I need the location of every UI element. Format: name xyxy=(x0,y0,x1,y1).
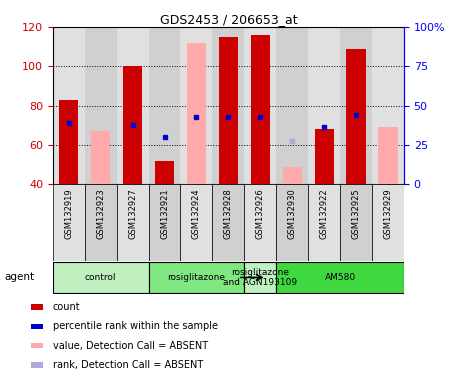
Bar xyxy=(251,35,270,184)
Bar xyxy=(117,184,149,261)
Bar xyxy=(244,184,276,261)
Bar xyxy=(123,66,142,184)
Bar xyxy=(276,27,308,184)
Bar xyxy=(91,131,110,184)
Bar xyxy=(372,27,404,184)
Bar xyxy=(276,262,404,293)
Bar xyxy=(31,324,43,329)
Bar xyxy=(53,27,85,184)
Bar xyxy=(213,184,244,261)
Text: rank, Detection Call = ABSENT: rank, Detection Call = ABSENT xyxy=(52,360,203,370)
Text: value, Detection Call = ABSENT: value, Detection Call = ABSENT xyxy=(52,341,207,351)
Bar xyxy=(53,184,85,261)
Bar xyxy=(180,27,213,184)
Bar xyxy=(213,27,244,184)
Bar xyxy=(85,184,117,261)
Text: GSM132921: GSM132921 xyxy=(160,188,169,239)
Text: percentile rank within the sample: percentile rank within the sample xyxy=(52,321,218,331)
Text: GSM132930: GSM132930 xyxy=(288,188,297,239)
Bar xyxy=(378,127,397,184)
Bar xyxy=(85,27,117,184)
Bar xyxy=(340,184,372,261)
Text: GSM132924: GSM132924 xyxy=(192,188,201,239)
Bar xyxy=(276,184,308,261)
Bar xyxy=(31,343,43,348)
Bar xyxy=(244,27,276,184)
Bar xyxy=(59,100,78,184)
Text: count: count xyxy=(52,302,80,312)
Bar xyxy=(347,48,366,184)
Text: rosiglitazone: rosiglitazone xyxy=(168,273,225,282)
Bar xyxy=(53,262,149,293)
Bar xyxy=(314,129,334,184)
Text: rosiglitazone
and AGN193109: rosiglitazone and AGN193109 xyxy=(223,268,297,287)
Text: GSM132929: GSM132929 xyxy=(383,188,392,239)
Text: GSM132926: GSM132926 xyxy=(256,188,265,239)
Bar xyxy=(117,27,149,184)
Bar xyxy=(187,43,206,184)
Bar xyxy=(155,161,174,184)
Title: GDS2453 / 206653_at: GDS2453 / 206653_at xyxy=(160,13,297,26)
Text: GSM132923: GSM132923 xyxy=(96,188,105,239)
Bar xyxy=(340,27,372,184)
Text: AM580: AM580 xyxy=(325,273,356,282)
Bar xyxy=(149,262,244,293)
Text: control: control xyxy=(85,273,117,282)
Bar xyxy=(308,27,340,184)
Bar xyxy=(372,184,404,261)
Bar xyxy=(149,184,180,261)
Bar xyxy=(283,167,302,184)
Text: GSM132925: GSM132925 xyxy=(352,188,360,239)
Text: GSM132927: GSM132927 xyxy=(128,188,137,239)
Text: agent: agent xyxy=(5,272,35,283)
Bar xyxy=(31,362,43,367)
Bar xyxy=(180,184,213,261)
Text: GSM132919: GSM132919 xyxy=(64,188,73,239)
Bar xyxy=(219,37,238,184)
Bar xyxy=(244,262,276,293)
Bar xyxy=(31,305,43,310)
Text: GSM132928: GSM132928 xyxy=(224,188,233,239)
Bar xyxy=(149,27,180,184)
Bar xyxy=(308,184,340,261)
Text: GSM132922: GSM132922 xyxy=(319,188,329,239)
